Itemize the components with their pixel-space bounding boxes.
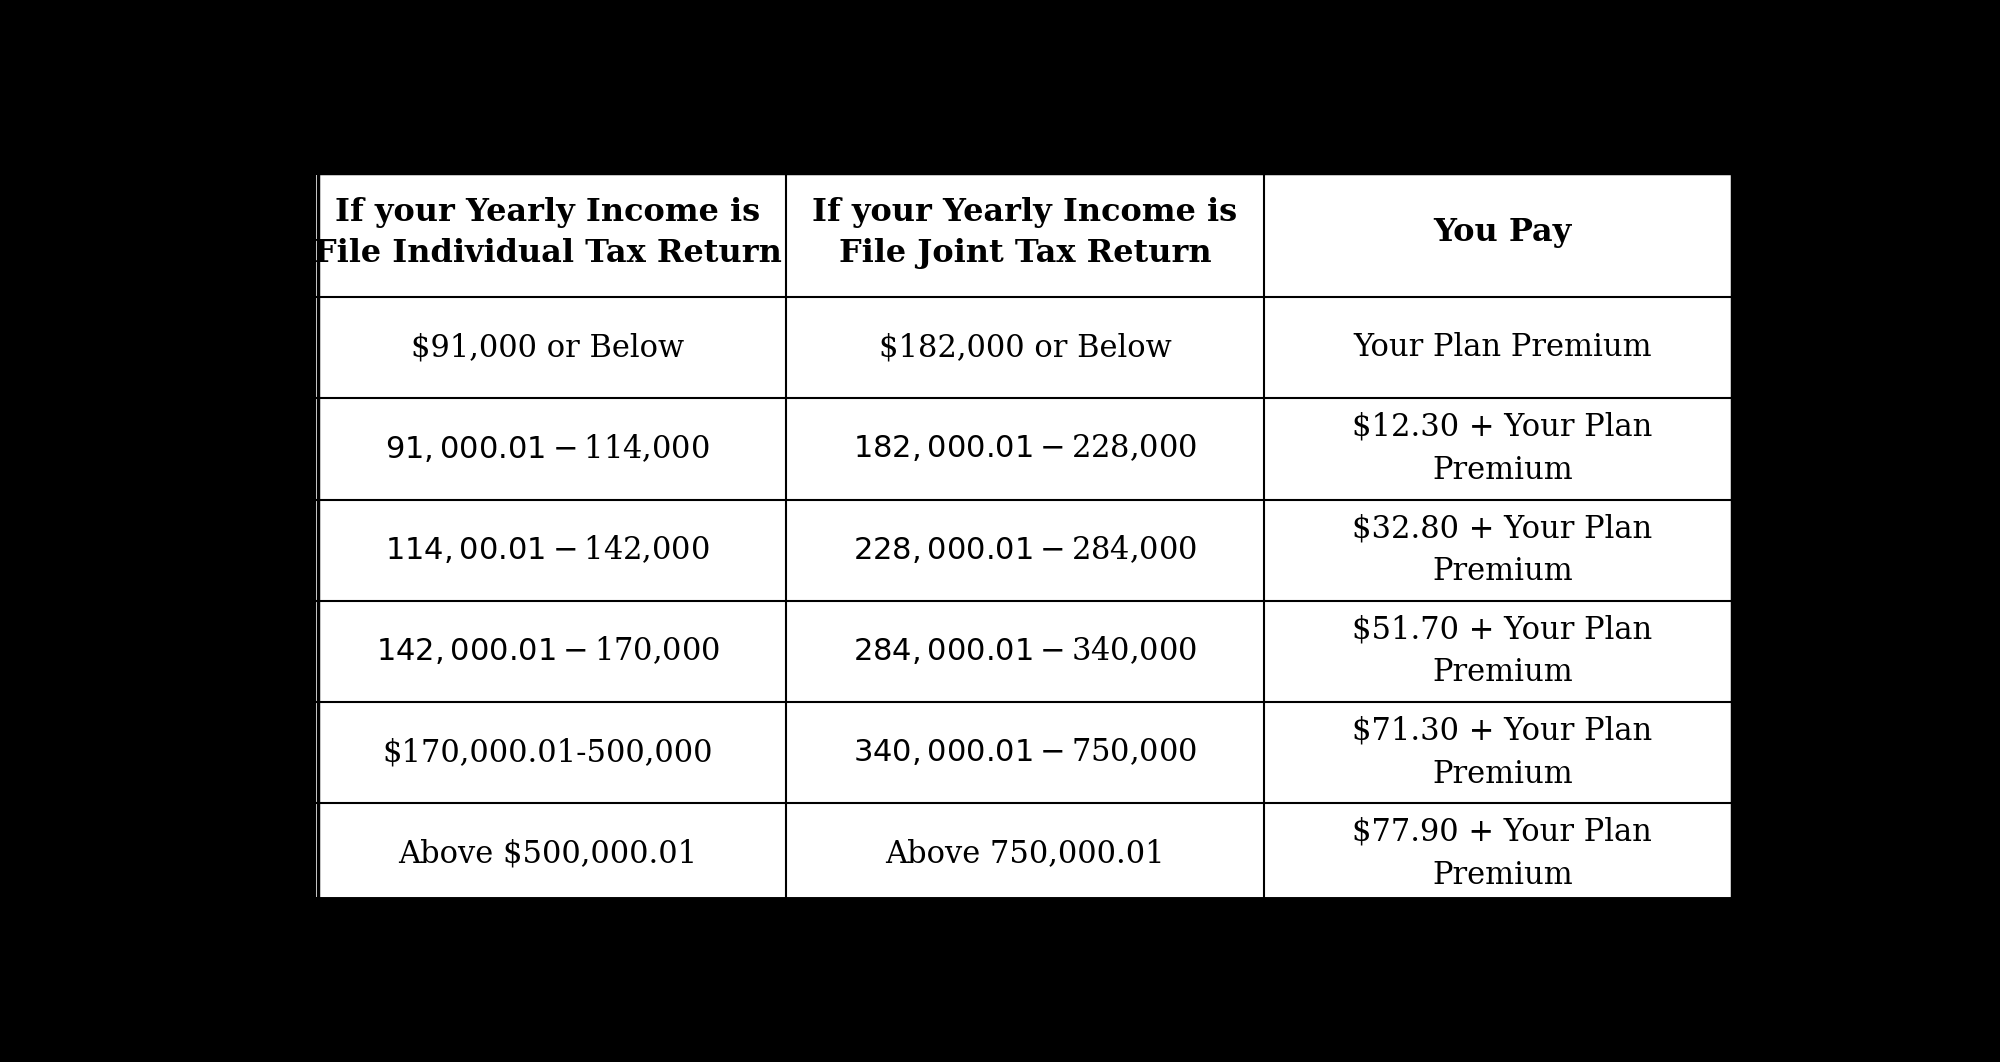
Text: Above $500,000.01: Above $500,000.01: [398, 838, 698, 869]
Text: $114,00.01-$142,000: $114,00.01-$142,000: [386, 534, 710, 566]
Text: $182,000.01-$228,000: $182,000.01-$228,000: [852, 433, 1196, 464]
Text: $91,000.01-$114,000: $91,000.01-$114,000: [386, 433, 710, 465]
Text: Your Plan Premium: Your Plan Premium: [1354, 332, 1652, 363]
Text: $51.70 + Your Plan
Premium: $51.70 + Your Plan Premium: [1352, 614, 1652, 688]
Text: $228,000.01-$284,000: $228,000.01-$284,000: [852, 534, 1196, 566]
Text: If your Yearly Income is
File Individual Tax Return: If your Yearly Income is File Individual…: [314, 196, 782, 269]
Text: $340,000.01-$750,000: $340,000.01-$750,000: [852, 737, 1196, 768]
Text: $284,000.01-$340,000: $284,000.01-$340,000: [852, 635, 1196, 667]
Text: $32.80 + Your Plan
Premium: $32.80 + Your Plan Premium: [1352, 513, 1652, 587]
Text: $91,000 or Below: $91,000 or Below: [412, 332, 684, 363]
Text: Above 750,000.01: Above 750,000.01: [886, 838, 1164, 869]
Text: $142,000.01-$170,000: $142,000.01-$170,000: [376, 635, 720, 667]
Text: $182,000 or Below: $182,000 or Below: [878, 332, 1172, 363]
Bar: [318, 173, 1732, 900]
Bar: [308, 169, 1742, 905]
Text: $77.90 + Your Plan
Premium: $77.90 + Your Plan Premium: [1352, 817, 1652, 891]
Text: $71.30 + Your Plan
Premium: $71.30 + Your Plan Premium: [1352, 716, 1652, 789]
Text: $170,000.01-500,000: $170,000.01-500,000: [382, 737, 712, 768]
Text: $12.30 + Your Plan
Premium: $12.30 + Your Plan Premium: [1352, 412, 1652, 486]
Text: If your Yearly Income is
File Joint Tax Return: If your Yearly Income is File Joint Tax …: [812, 196, 1238, 269]
Text: You Pay: You Pay: [1434, 218, 1572, 249]
